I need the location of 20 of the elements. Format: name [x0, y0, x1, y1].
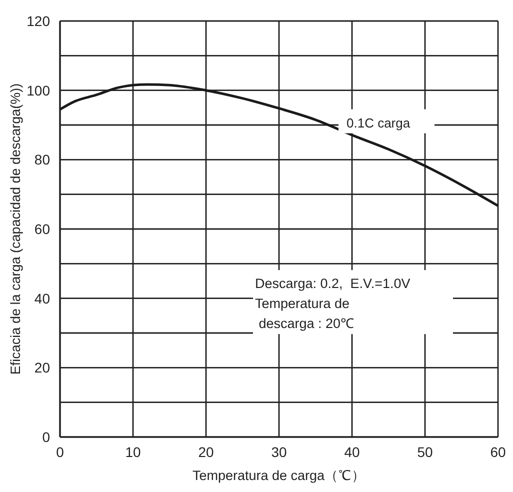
annotation: Temperatura de — [255, 296, 350, 312]
y-tick-label: 60 — [34, 221, 50, 237]
x-tick-label: 30 — [271, 444, 287, 460]
x-tick-label: 60 — [490, 444, 506, 460]
y-tick-label: 100 — [26, 82, 50, 98]
y-tick-label: 20 — [34, 360, 50, 376]
y-tick-label: 120 — [26, 13, 50, 29]
x-tick-label: 50 — [417, 444, 433, 460]
y-tick-label: 0 — [42, 429, 50, 445]
annotation: Descarga: 0.2, E.V.=1.0V — [255, 276, 410, 292]
x-tick-label: 0 — [56, 444, 64, 460]
x-tick-label: 10 — [125, 444, 141, 460]
y-tick-label: 80 — [34, 152, 50, 168]
x-axis-title: Temperatura de carga（℃） — [192, 468, 366, 483]
annotation: descarga : 20℃ — [255, 316, 355, 332]
series-label: 0.1C carga — [346, 115, 411, 130]
x-tick-label: 40 — [344, 444, 360, 460]
y-tick-label: 40 — [34, 290, 50, 306]
y-axis-title: Eficacia de la carga (capacidad de descarga(%)) — [8, 83, 23, 375]
x-tick-label: 20 — [198, 444, 214, 460]
